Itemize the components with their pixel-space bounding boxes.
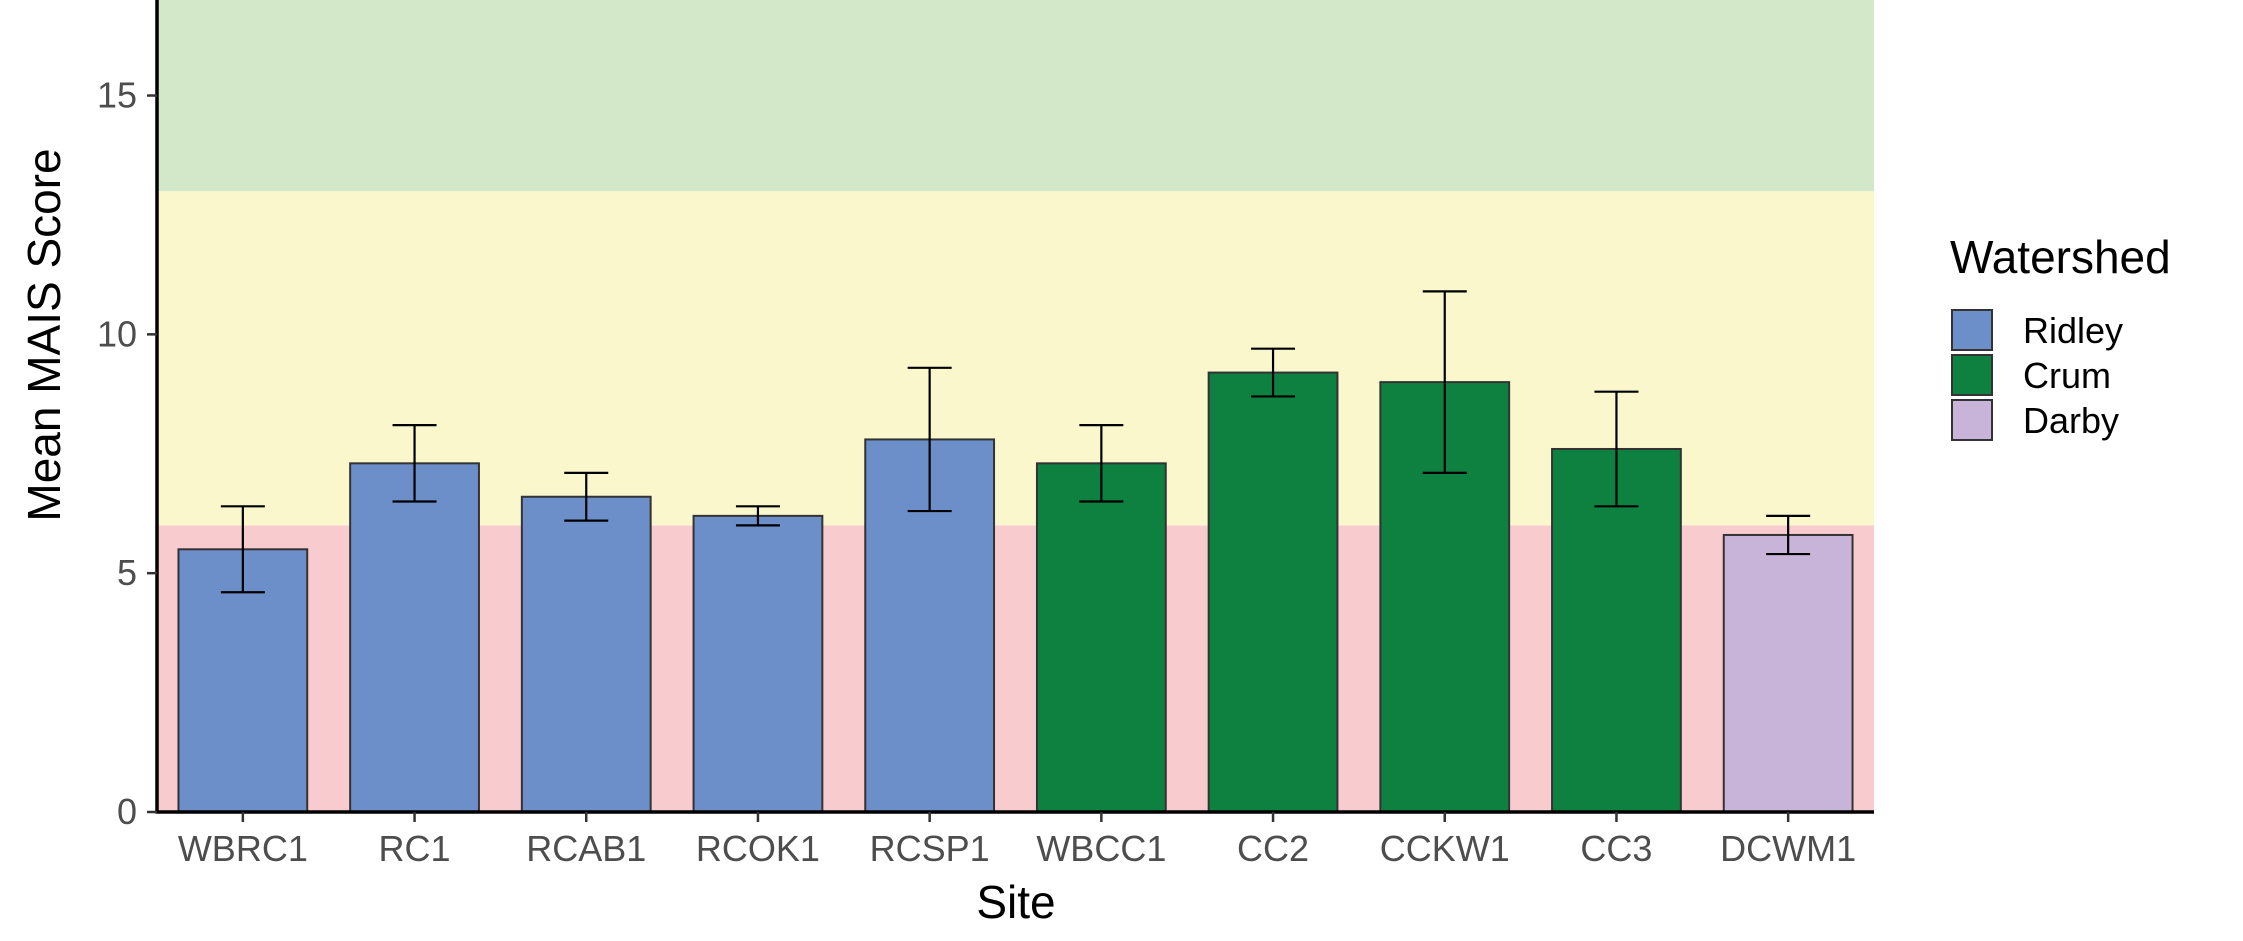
legend-label-darby: Darby <box>2023 400 2119 441</box>
error-bar-rcsp1 <box>907 366 952 513</box>
legend-item-crum: Crum <box>1951 354 2111 396</box>
band-2 <box>157 0 1874 192</box>
error-bar-wbrc1 <box>220 505 265 594</box>
x-tick-label-cc2: CC2 <box>1237 828 1309 869</box>
error-bar-rcok1 <box>735 505 780 527</box>
legend-label-ridley: Ridley <box>2023 310 2123 351</box>
bars <box>177 371 1854 814</box>
error-bar-rc1 <box>392 424 437 503</box>
y-axis-title: Mean MAIS Score <box>18 148 70 521</box>
x-tick-label-rcok1: RCOK1 <box>696 828 820 869</box>
x-tick-label-rc1: RC1 <box>379 828 451 869</box>
legend-swatch-ridley <box>1951 309 1993 351</box>
legend-item-darby: Darby <box>1951 399 2119 441</box>
error-bar-cckw1 <box>1422 290 1467 474</box>
x-axis-title: Site <box>976 876 1055 928</box>
error-bars <box>220 290 1811 594</box>
error-bar-cc2 <box>1251 347 1296 398</box>
legend-swatch-crum <box>1951 354 1993 396</box>
y-tick-label-0: 0 <box>117 791 137 832</box>
bar-wbcc1 <box>1035 462 1167 813</box>
bar-rc1 <box>349 462 480 813</box>
x-tick-label-rcsp1: RCSP1 <box>870 828 990 869</box>
bar-rcok1 <box>692 514 824 813</box>
legend-item-ridley: Ridley <box>1951 309 2123 351</box>
bar-cc3 <box>1551 447 1682 813</box>
x-tick-label-cckw1: CCKW1 <box>1380 828 1510 869</box>
y-tick-label-10: 10 <box>97 313 137 354</box>
x-tick-label-dcwm1: DCWM1 <box>1720 828 1856 869</box>
error-bar-rcab1 <box>564 471 609 522</box>
y-tick-label-5: 5 <box>117 552 137 593</box>
x-tick-label-cc3: CC3 <box>1580 828 1652 869</box>
bar-cc2 <box>1207 371 1339 813</box>
x-tick-label-wbrc1: WBRC1 <box>178 828 308 869</box>
x-tick-label-rcab1: RCAB1 <box>526 828 646 869</box>
y-axis-ticks: 0 5 10 15 <box>97 75 157 832</box>
x-tick-label-wbcc1: WBCC1 <box>1036 828 1166 869</box>
error-bar-cc3 <box>1594 390 1639 508</box>
y-tick-label-15: 15 <box>97 75 137 116</box>
legend-label-crum: Crum <box>2023 355 2111 396</box>
x-axis-ticks: WBRC1 RC1 RCAB1 RCOK1 RCSP1 WBCC1 CC2 CCKW1 CC3 D… <box>178 812 1856 869</box>
legend-swatch-darby <box>1951 399 1993 441</box>
axes <box>155 0 1874 814</box>
bar-dcwm1 <box>1722 533 1854 814</box>
error-bar-wbcc1 <box>1079 424 1124 503</box>
legend-title: Watershed <box>1950 231 2171 283</box>
bar-rcab1 <box>520 495 652 813</box>
error-bar-dcwm1 <box>1766 514 1811 556</box>
